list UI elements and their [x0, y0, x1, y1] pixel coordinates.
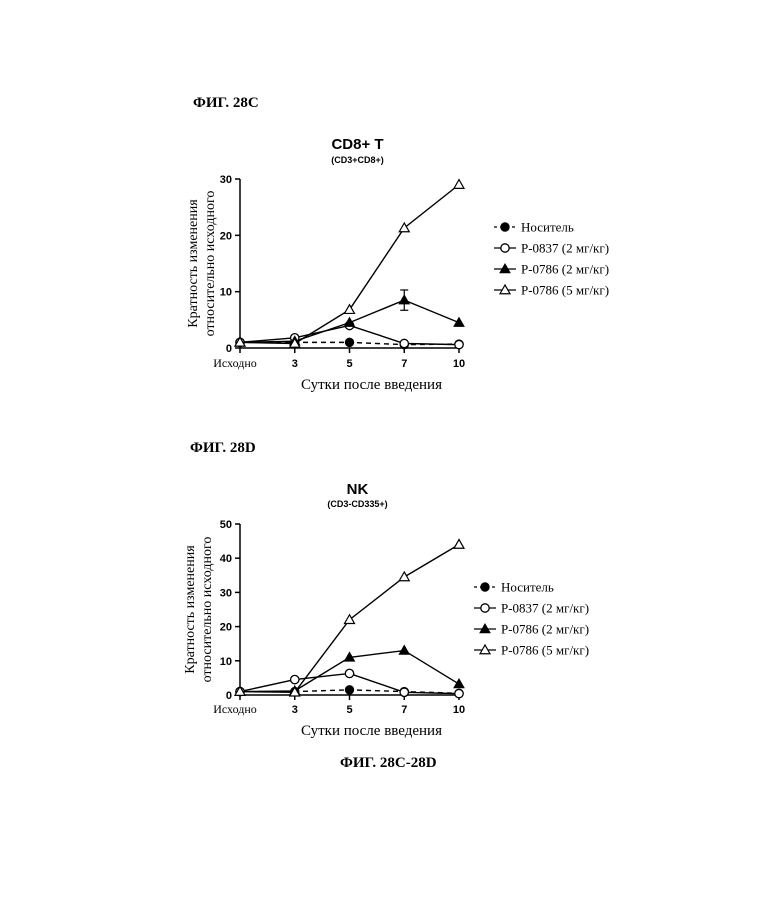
- legend-label: P-0786 (2 мг/кг): [501, 622, 589, 637]
- y-tick-label: 40: [220, 553, 232, 565]
- legend-marker: [481, 583, 489, 591]
- data-point-series-3: [454, 679, 464, 688]
- chart-subtitle: (CD3-CD335+): [327, 499, 387, 509]
- data-point-series-4: [399, 572, 409, 581]
- data-point-series-2: [400, 688, 408, 696]
- data-point-series-2: [345, 669, 353, 677]
- x-axis-label: Сутки после введения: [301, 723, 442, 739]
- chart-title: NK: [347, 481, 369, 498]
- y-axis-label-line2: относительно исходного: [200, 537, 215, 683]
- data-point-series-4: [454, 540, 464, 549]
- y-tick-label: 20: [220, 622, 232, 634]
- legend-marker: [481, 604, 489, 612]
- x-tick-label: 3: [292, 704, 298, 716]
- y-tick-label: 10: [220, 656, 232, 668]
- y-tick-label: 0: [226, 690, 232, 702]
- x-tick-label: 7: [401, 704, 407, 716]
- data-point-series-4: [345, 615, 355, 624]
- data-point-series-2: [455, 689, 463, 697]
- y-tick-label: 30: [220, 587, 232, 599]
- y-tick-label: 50: [220, 519, 232, 531]
- chart-nk: NK(CD3-CD335+) 0 10 20 30 40 50 Исходно 3 5 7 10 Сут…: [0, 0, 780, 910]
- x-tick-label: Исходно: [213, 702, 257, 716]
- legend-label: Носитель: [501, 580, 554, 595]
- y-axis-label-line1: Кратность изменения: [183, 545, 198, 674]
- data-point-series-3: [399, 646, 409, 655]
- data-point-series-2: [291, 675, 299, 683]
- legend-label: P-0837 (2 мг/кг): [501, 601, 589, 616]
- data-point-series-1: [345, 686, 353, 694]
- x-tick-label: 10: [453, 704, 465, 716]
- legend-label: P-0786 (5 мг/кг): [501, 643, 589, 658]
- x-tick-label: 5: [346, 704, 352, 716]
